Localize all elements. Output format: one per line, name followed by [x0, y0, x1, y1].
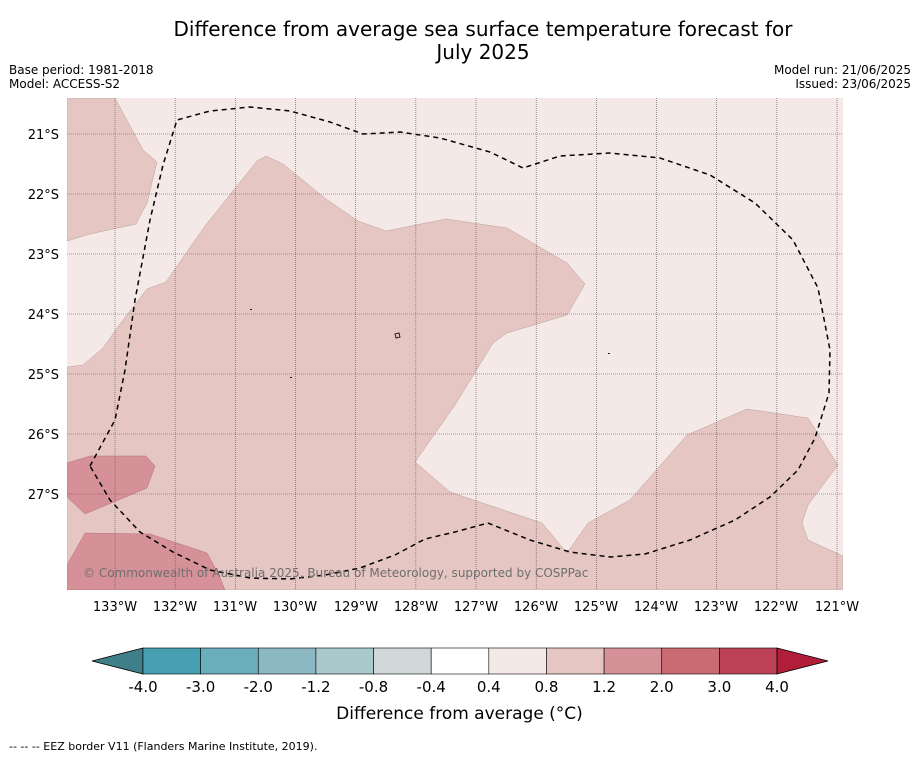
lat-label-27s: 27°S	[28, 488, 59, 503]
meta-right: Model run: 21/06/2025 Issued: 23/06/2025	[774, 63, 911, 91]
colorbar-segment	[603, 647, 663, 675]
colorbar-extend-low	[91, 647, 144, 675]
lat-label-26s: 26°S	[28, 428, 59, 443]
lon-label-128w: 128°W	[394, 600, 438, 615]
colorbar-segment	[257, 647, 317, 675]
map-plot-area: © Commonwealth of Australia 2025, Bureau…	[67, 98, 843, 590]
colorbar-tick-labels: -4.0 -3.0 -2.0 -1.2 -0.8 -0.4 0.4 0.8 1.2 2.0 3.0 4…	[128, 678, 789, 696]
lon-label-125w: 125°W	[574, 600, 618, 615]
meta-left: Base period: 1981-2018 Model: ACCESS-S2	[9, 63, 154, 91]
anomaly-zone-main	[67, 155, 843, 590]
copyright-text: © Commonwealth of Australia 2025, Bureau…	[83, 566, 588, 580]
colorbar-segment	[661, 647, 720, 675]
colorbar-segment	[373, 647, 432, 675]
title-line-2: July 2025	[436, 40, 530, 64]
longitude-labels: 133°W 132°W 131°W 130°W 129°W 128°W 127°…	[93, 600, 859, 615]
colorbar-tick-label: 2.0	[650, 678, 674, 696]
lon-label-127w: 127°W	[454, 600, 498, 615]
lat-label-23s: 23°S	[28, 248, 59, 263]
lon-label-131w: 131°W	[213, 600, 257, 615]
colorbar-tick-label: 0.8	[535, 678, 559, 696]
colorbar-tick-label: -1.2	[301, 678, 330, 696]
latitude-gridlines	[67, 133, 843, 495]
longitude-gridlines	[114, 98, 838, 590]
colorbar-segment	[430, 647, 490, 675]
colorbar-title: Difference from average (°C)	[336, 704, 583, 724]
lon-label-124w: 124°W	[634, 600, 678, 615]
lat-label-24s: 24°S	[28, 308, 59, 323]
colorbar-tick-label: -2.0	[244, 678, 273, 696]
title-line-1: Difference from average sea surface temp…	[173, 17, 793, 41]
colorbar-tick-label: 3.0	[707, 678, 731, 696]
lon-label-123w: 123°W	[694, 600, 738, 615]
colorbar-segment	[315, 647, 374, 675]
colorbar-extend-high	[776, 647, 829, 675]
island-marker	[250, 309, 252, 310]
lon-label-130w: 130°W	[273, 600, 317, 615]
issued-date: Issued: 23/06/2025	[795, 77, 911, 91]
eez-border	[89, 106, 831, 580]
colorbar-segment	[546, 647, 605, 675]
lon-label-129w: 129°W	[334, 600, 378, 615]
colorbar-segment	[719, 647, 778, 675]
latitude-labels: 21°S 22°S 23°S 24°S 25°S 26°S 27°S	[28, 128, 59, 503]
model-run: Model run: 21/06/2025	[773, 63, 911, 77]
map-title: Difference from average sea surface temp…	[0, 18, 919, 64]
colorbar-tick-label: -0.8	[359, 678, 388, 696]
colorbar-tick-label: 0.4	[477, 678, 501, 696]
colorbar-tick-label: -3.0	[186, 678, 215, 696]
lat-label-25s: 25°S	[28, 368, 59, 383]
colorbar-tick-label: -0.4	[417, 678, 446, 696]
island-marker	[608, 353, 610, 354]
colorbar-segment	[200, 647, 259, 675]
colorbar-tick-label: 4.0	[765, 678, 789, 696]
lon-label-132w: 132°W	[153, 600, 197, 615]
lon-label-126w: 126°W	[514, 600, 558, 615]
island-marker	[394, 332, 401, 339]
colorbar-tick-label: -4.0	[128, 678, 157, 696]
island-marker	[290, 377, 292, 378]
colorbar	[91, 647, 829, 675]
model-name: Model: ACCESS-S2	[9, 77, 121, 91]
colorbar-segment	[142, 647, 201, 675]
lon-label-122w: 122°W	[754, 600, 798, 615]
base-period: Base period: 1981-2018	[9, 63, 154, 77]
colorbar-segment	[488, 647, 547, 675]
lat-label-22s: 22°S	[28, 188, 59, 203]
lon-label-133w: 133°W	[93, 600, 137, 615]
anomaly-zone-warm-bottom	[67, 532, 226, 590]
colorbar-tick-label: 1.2	[592, 678, 616, 696]
lat-label-21s: 21°S	[28, 128, 59, 143]
eez-footnote: -- -- -- EEZ border V11 (Flanders Marine…	[9, 740, 318, 753]
anomaly-zone-warm-left	[67, 455, 156, 515]
lon-label-121w: 121°W	[815, 600, 859, 615]
